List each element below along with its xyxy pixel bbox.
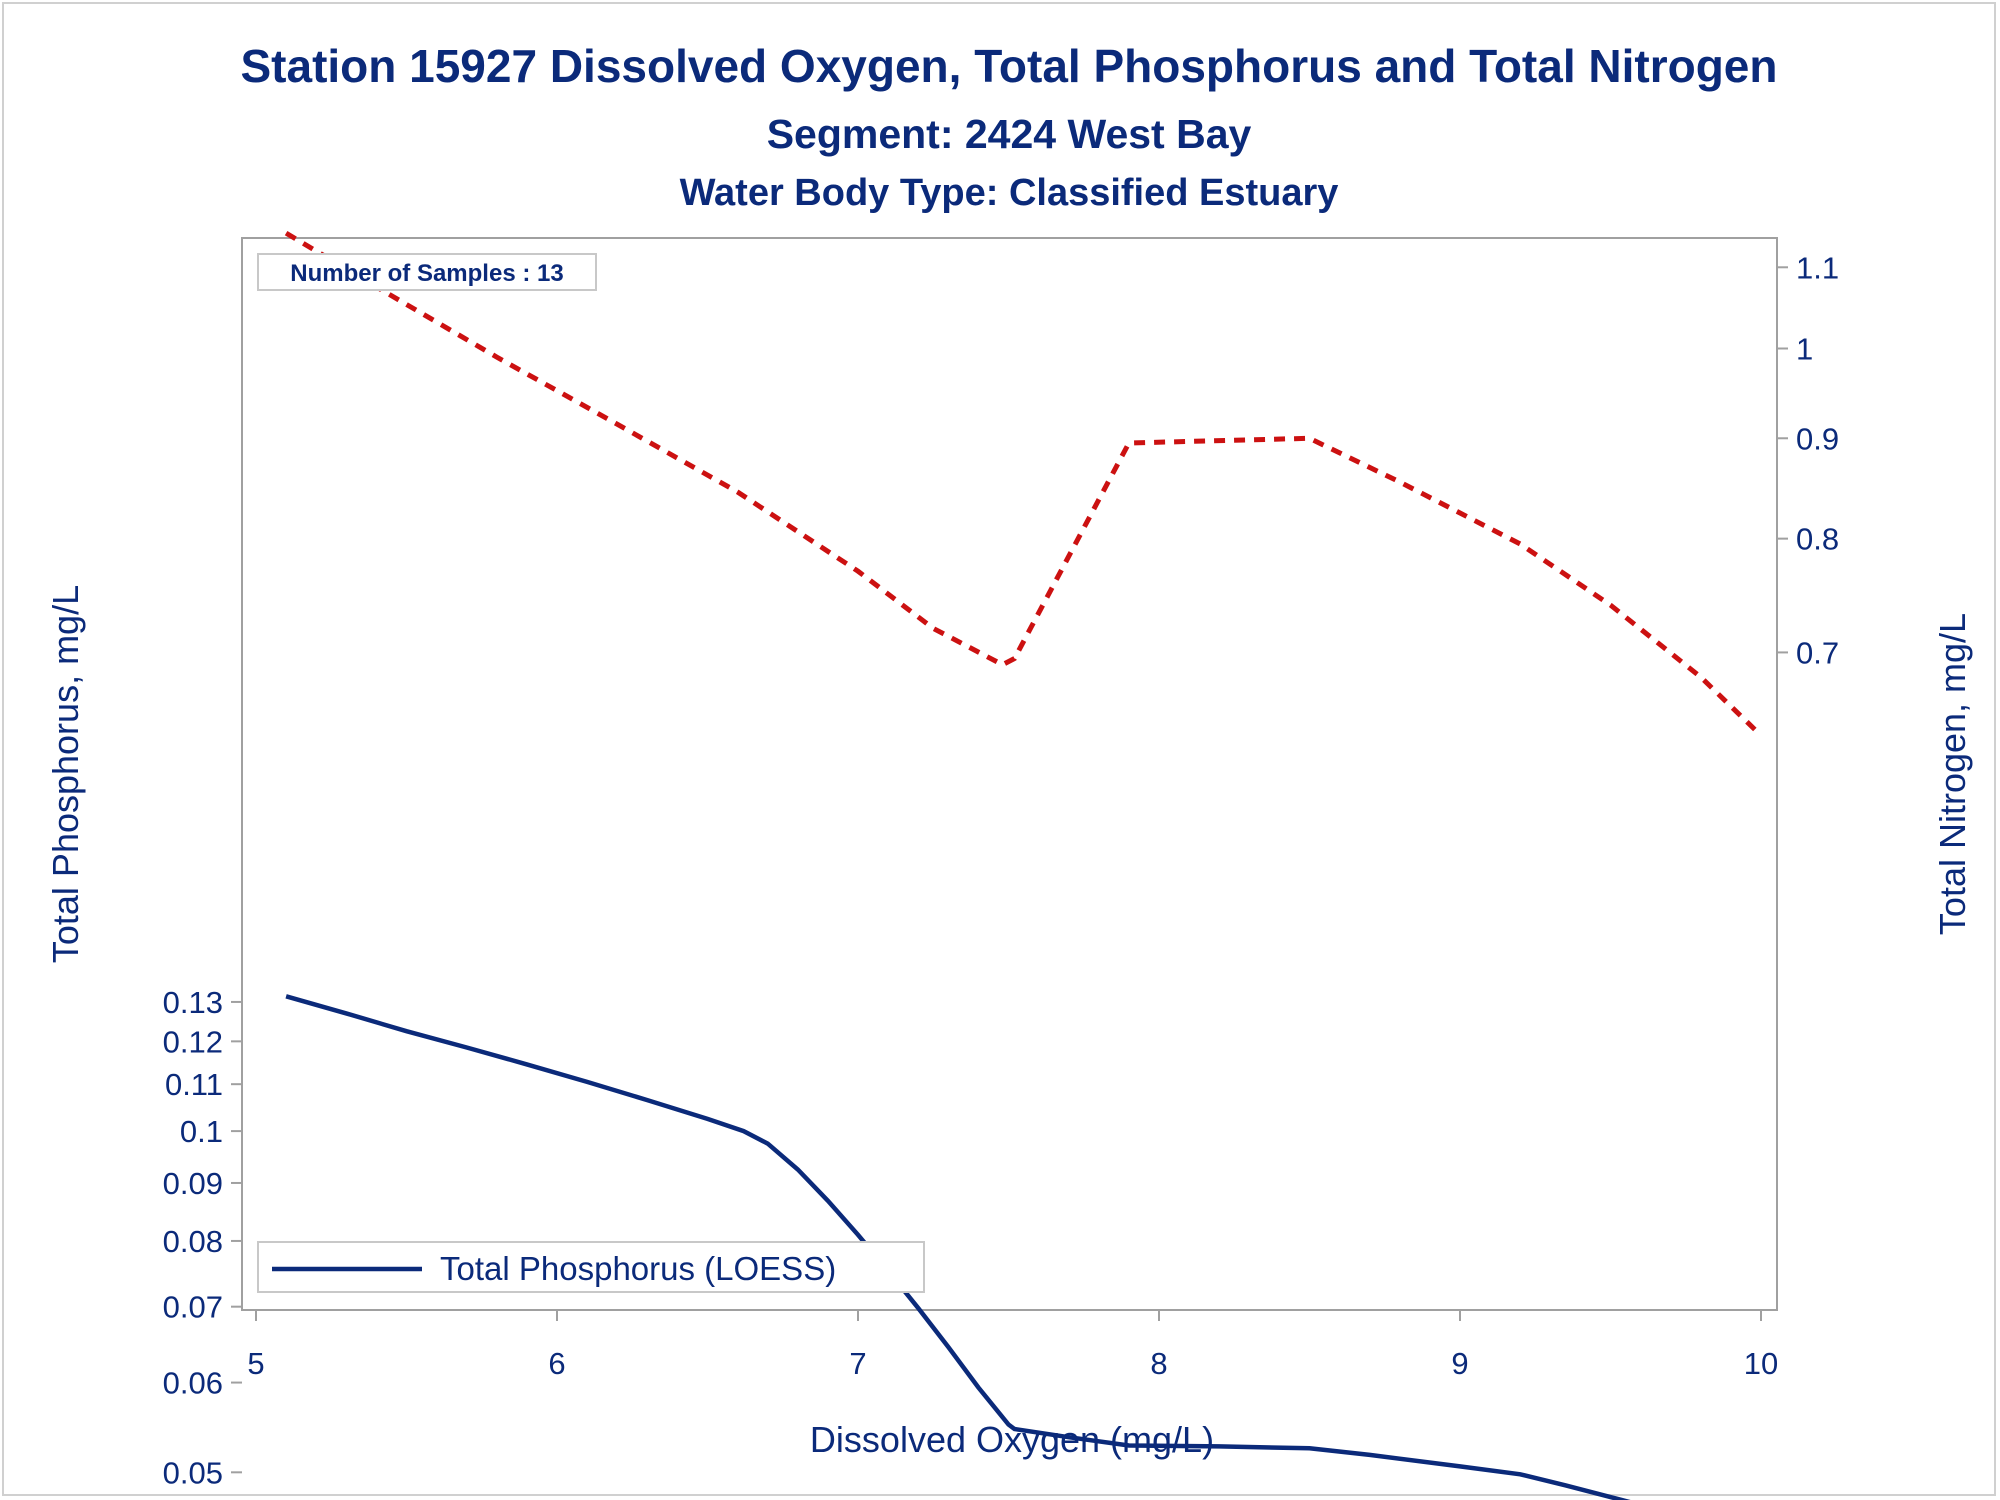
x-tick-label: 9 — [1451, 1346, 1468, 1381]
y-left-tick-label: 0.06 — [163, 1366, 223, 1401]
y-left-tick-label: 0.1 — [180, 1114, 223, 1149]
y-left-tick-label: 0.09 — [163, 1166, 223, 1201]
y-axis-left-label: Total Phosphorus, mg/L — [45, 585, 86, 963]
y-right-tick-label: 1.1 — [1796, 250, 1839, 285]
y-axis-right: 1.1 1 0.9 0.8 0.7 — [1777, 250, 1839, 670]
y-left-tick-label: 0.07 — [163, 1290, 223, 1325]
x-tick-label: 8 — [1150, 1346, 1167, 1381]
y-axis-right-label: Total Nitrogen, mg/L — [1932, 613, 1973, 935]
sample-count-label: Number of Samples : 13 — [290, 260, 563, 287]
y-left-tick-label: 0.05 — [163, 1455, 223, 1490]
x-tick-label: 6 — [548, 1346, 565, 1381]
sample-count-box — [257, 253, 597, 291]
y-right-tick-label: 0.9 — [1796, 421, 1839, 456]
y-left-tick-label: 0.11 — [165, 1067, 223, 1102]
y-left-tick-label: 0.12 — [163, 1024, 223, 1059]
series-line-phosphorus — [285, 994, 1631, 1500]
y-right-tick-label: 0.8 — [1796, 522, 1839, 557]
series-line-nitrogen — [284, 230, 1763, 738]
x-axis: 5 6 7 8 9 10 — [247, 1310, 1778, 1381]
y-left-tick-label: 0.08 — [163, 1224, 223, 1259]
x-tick-label: 10 — [1744, 1346, 1778, 1381]
legend: Total Phosphorus (LOESS) — [257, 1241, 925, 1293]
y-right-tick-label: 0.7 — [1796, 635, 1839, 670]
y-left-tick-label: 0.13 — [163, 985, 223, 1020]
y-axis-left: 0.13 0.12 0.11 0.1 0.09 0.08 0.07 0.06 0.05 — [163, 985, 242, 1490]
y-right-tick-label: 1 — [1796, 332, 1813, 367]
plot-area — [241, 237, 1778, 1311]
x-tick-label: 5 — [247, 1346, 264, 1381]
legend-label-phosphorus: Total Phosphorus (LOESS) — [440, 1250, 836, 1287]
chart-subtitle-2: Water Body Type: Classified Estuary — [680, 172, 1339, 214]
chart-subtitle: Segment: 2424 West Bay — [767, 111, 1252, 157]
x-tick-label: 7 — [849, 1346, 866, 1381]
chart-title: Station 15927 Dissolved Oxygen, Total Ph… — [240, 40, 1777, 92]
